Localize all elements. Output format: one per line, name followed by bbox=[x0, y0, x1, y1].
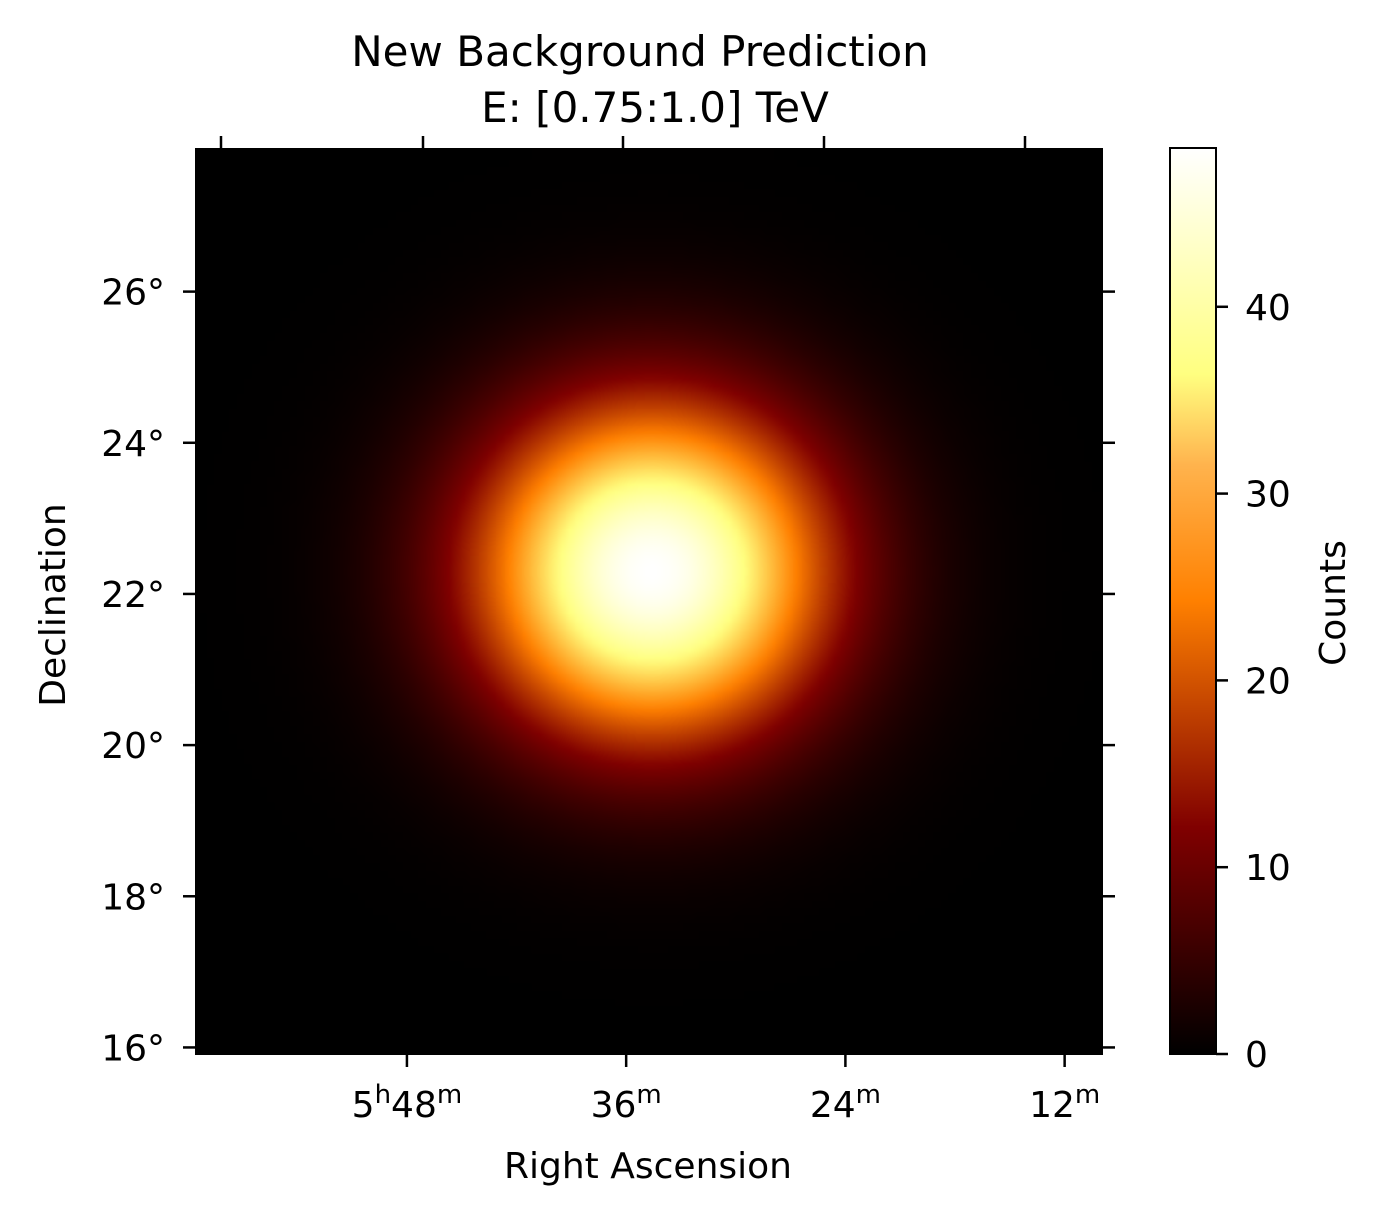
x-tick-sup: m bbox=[1075, 1080, 1100, 1110]
colorbar-tick-label: 30 bbox=[1245, 475, 1291, 516]
colorbar: 0 10 20 30 40 Counts bbox=[1169, 147, 1354, 1076]
x-tick-label: 12m bbox=[1029, 1080, 1100, 1126]
x-tick-sup: m bbox=[856, 1080, 881, 1110]
colorbar-tick-label: 0 bbox=[1245, 1035, 1268, 1076]
x-tick-sup: m bbox=[636, 1080, 661, 1110]
chart-subtitle: E: [0.75:1.0] TeV bbox=[481, 83, 829, 132]
x-tick-label: 5h48m bbox=[352, 1080, 463, 1126]
y-axis-label: Declination bbox=[33, 503, 74, 707]
x-tick-label: 24m bbox=[810, 1080, 881, 1126]
right-axis-ticks bbox=[1103, 290, 1115, 1049]
heatmap-image bbox=[195, 148, 1103, 1055]
x-axis-label: Right Ascension bbox=[504, 1146, 792, 1187]
chart-title: New Background Prediction bbox=[351, 27, 929, 76]
x-axis-ticks: 5h48m 36m 24m 12m bbox=[352, 1055, 1100, 1126]
colorbar-ticks: 0 10 20 30 40 bbox=[1216, 288, 1291, 1076]
y-tick-label: 20° bbox=[101, 726, 165, 767]
sky-map bbox=[195, 148, 1103, 1055]
colorbar-tick-label: 20 bbox=[1245, 661, 1291, 702]
x-tick-sup: h bbox=[375, 1080, 391, 1110]
y-tick-label: 16° bbox=[101, 1028, 165, 1069]
x-tick-mid: 48 bbox=[391, 1085, 437, 1126]
colorbar-tick-label: 10 bbox=[1245, 848, 1291, 889]
y-axis-ticks: 16° 18° 20° 22° 24° 26° bbox=[101, 273, 195, 1069]
y-tick-label: 18° bbox=[101, 877, 165, 918]
y-tick-label: 24° bbox=[101, 424, 165, 465]
x-tick-sup: m bbox=[437, 1080, 462, 1110]
y-tick-label: 26° bbox=[101, 273, 165, 314]
colorbar-tick-label: 40 bbox=[1245, 288, 1291, 329]
x-tick-label: 36m bbox=[591, 1080, 662, 1126]
colorbar-gradient bbox=[1169, 147, 1217, 1055]
y-tick-label: 22° bbox=[101, 575, 165, 616]
colorbar-label: Counts bbox=[1313, 540, 1354, 666]
top-axis-ticks bbox=[219, 136, 1027, 148]
